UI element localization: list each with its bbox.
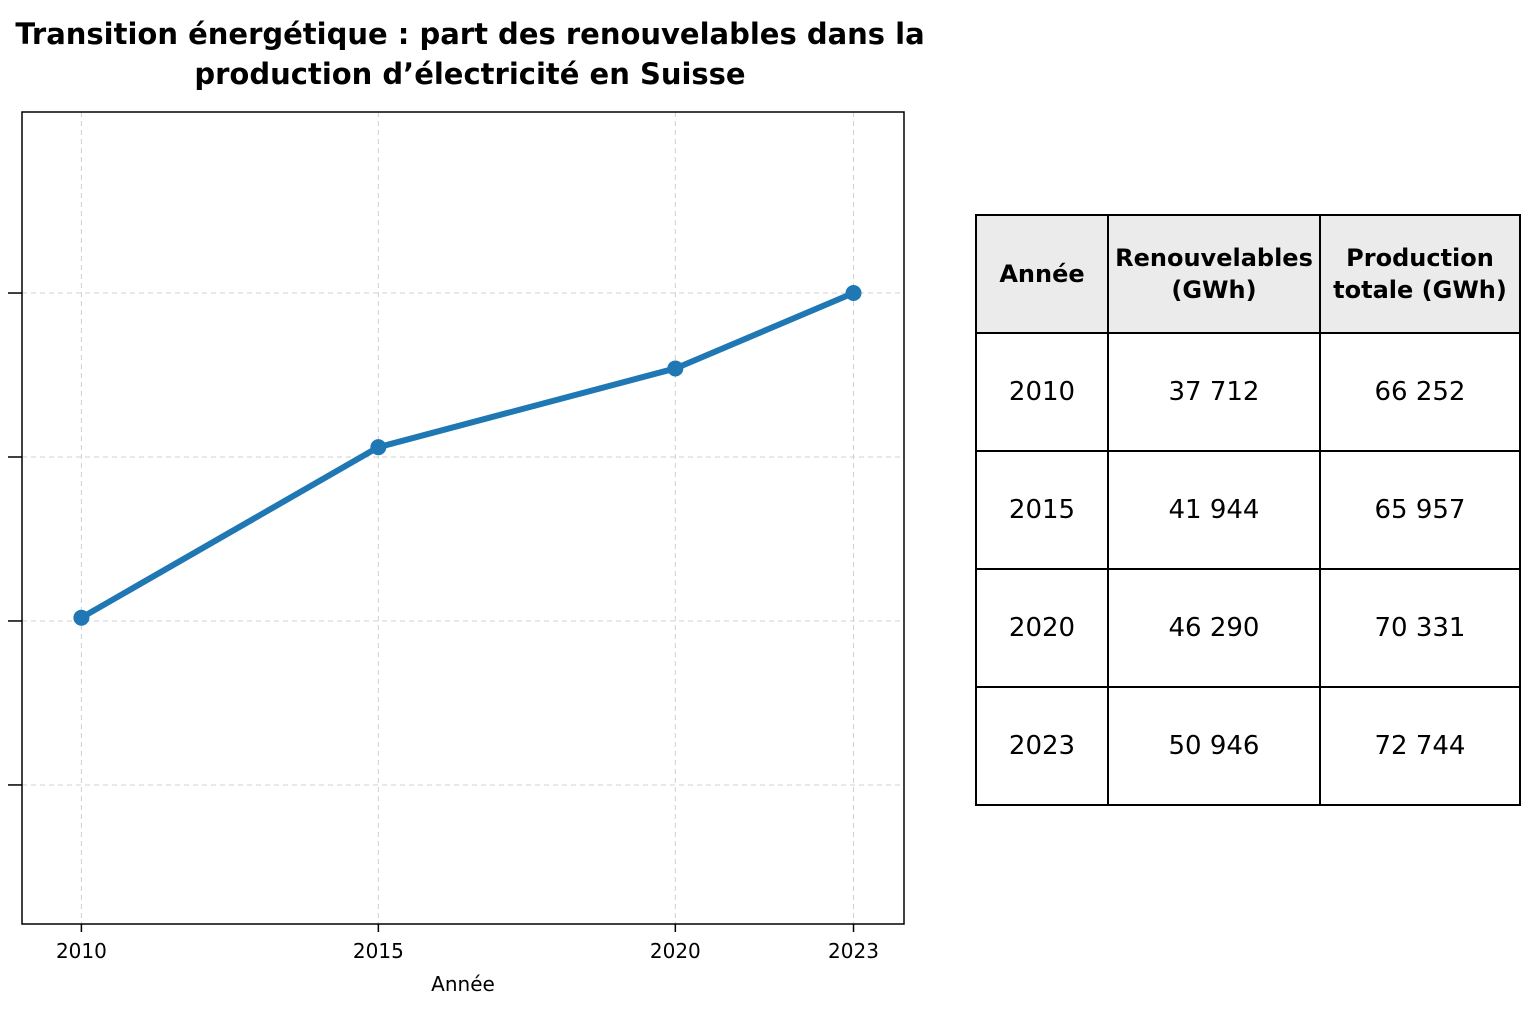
chart: 2010 2015 2020 2023 Année xyxy=(8,111,905,996)
marker xyxy=(845,285,862,302)
table-cell: 70 331 xyxy=(1319,568,1521,688)
table-row: 2020 46 290 70 331 xyxy=(975,568,1521,688)
marker xyxy=(73,609,90,626)
chart-title: Transition énergétique : part des renouv… xyxy=(15,17,925,91)
header-row: Année Renouvelables (GWh) Production tot… xyxy=(975,214,1521,334)
table-cell: 2010 xyxy=(975,332,1109,452)
table-row: 2023 50 946 72 744 xyxy=(975,686,1521,806)
header-cell: Année xyxy=(975,214,1109,334)
table-cell: 2020 xyxy=(975,568,1109,688)
table-cell: 2015 xyxy=(975,450,1109,570)
x-tick-label: 2015 xyxy=(353,939,404,963)
table-cell: 65 957 xyxy=(1319,450,1521,570)
table-cell: 37 712 xyxy=(1107,332,1321,452)
x-tick-label: 2010 xyxy=(56,939,107,963)
table-cell: 41 944 xyxy=(1107,450,1321,570)
table-row: 2015 41 944 65 957 xyxy=(975,450,1521,570)
table-row: 2010 37 712 66 252 xyxy=(975,332,1521,452)
x-axis-label: Année xyxy=(431,972,495,996)
marker xyxy=(667,360,684,377)
table-cell: 66 252 xyxy=(1319,332,1521,452)
line xyxy=(79,290,855,621)
marker xyxy=(370,439,387,456)
table-cell: 72 744 xyxy=(1319,686,1521,806)
table-cell: 50 946 xyxy=(1107,686,1321,806)
table-cell: 46 290 xyxy=(1107,568,1321,688)
plot-frame xyxy=(21,111,905,925)
x-tick-label: 2020 xyxy=(650,939,701,963)
table-cell: 2023 xyxy=(975,686,1109,806)
x-tick-label: 2023 xyxy=(828,939,879,963)
header-cell: Production totale (GWh) xyxy=(1319,214,1521,334)
table-body: 2010 37 712 66 252 2015 41 944 65 957 2020 46 2… xyxy=(975,332,1521,806)
data-table: Année Renouvelables (GWh) Production tot… xyxy=(975,214,1521,806)
header-cell: Renouvelables (GWh) xyxy=(1107,214,1321,334)
